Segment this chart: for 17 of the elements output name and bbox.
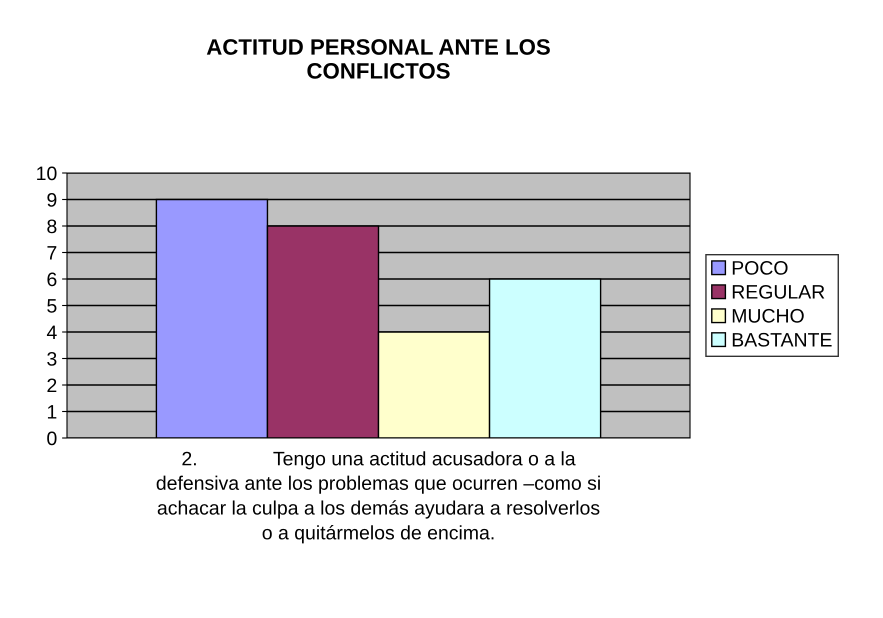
y-tick-label: 1 xyxy=(48,405,56,419)
y-tick-label: 0 xyxy=(47,431,57,446)
y-tick-label: 7 xyxy=(47,246,56,260)
chart-title: ACTITUD PERSONAL ANTE LOS CONFLICTOS xyxy=(206,39,550,79)
legend-label: REGULAR xyxy=(732,284,824,299)
y-tick-label: 10 xyxy=(37,166,57,180)
y-tick-label: 8 xyxy=(47,219,56,234)
y-tick-label: 5 xyxy=(47,299,56,313)
y-tick-label: 3 xyxy=(47,352,56,366)
y-tick-label: 6 xyxy=(47,272,56,286)
y-tick-label: 9 xyxy=(47,192,56,207)
legend-label: MUCHO xyxy=(732,308,804,323)
legend-label: BASTANTE xyxy=(732,332,832,347)
y-tick-label: 4 xyxy=(46,326,57,340)
y-tick-label: 2 xyxy=(47,378,56,392)
x-axis-title: 2. Tengo una actitud acusadora o a la defensiva ante los problemas que ocurren –como si achacar la culpa a los demás ayudara a resolverlos o a quitármelos de encima. xyxy=(156,451,600,544)
legend-label: POCO xyxy=(732,261,788,275)
